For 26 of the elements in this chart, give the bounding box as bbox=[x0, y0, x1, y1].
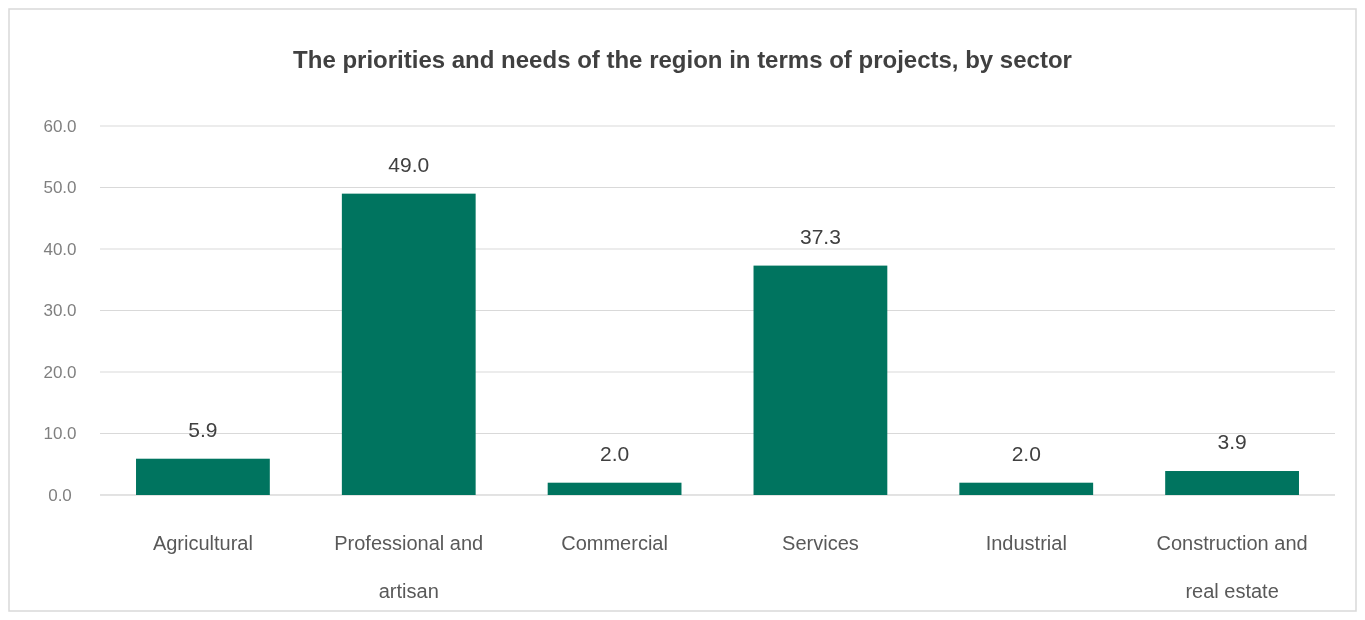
y-tick-label: 20.0 bbox=[43, 362, 77, 382]
x-tick-label: Services bbox=[782, 532, 859, 554]
y-tick-label: 10.0 bbox=[43, 424, 77, 444]
x-tick-label: Agricultural bbox=[152, 532, 253, 554]
data-label: 37.3 bbox=[799, 224, 841, 248]
category-label: Professional and artisan bbox=[334, 532, 484, 602]
data-label: 3.9 bbox=[1217, 430, 1247, 454]
x-tick-label: Industrial bbox=[985, 532, 1067, 554]
y-tick-label: 30.0 bbox=[43, 301, 77, 321]
bar bbox=[1165, 471, 1299, 495]
bar bbox=[341, 193, 476, 495]
x-tick-label: Commercial bbox=[561, 532, 668, 554]
data-label: 5.9 bbox=[188, 417, 218, 441]
y-tick-label: 0.0 bbox=[48, 485, 72, 505]
data-label: 49.0 bbox=[388, 152, 430, 176]
bar bbox=[753, 265, 888, 495]
bar bbox=[959, 482, 1094, 495]
y-tick-label: 60.0 bbox=[43, 116, 77, 136]
data-label: 2.0 bbox=[599, 441, 630, 465]
chart-title: The priorities and needs of the region in terms of projects, by sector bbox=[293, 46, 1072, 73]
category-label: Construction and real estate bbox=[1156, 532, 1308, 602]
y-tick-label: 40.0 bbox=[43, 239, 77, 259]
bar bbox=[547, 482, 682, 495]
bar bbox=[136, 458, 270, 495]
y-tick-label: 50.0 bbox=[43, 178, 77, 198]
data-label: 2.0 bbox=[1011, 441, 1041, 465]
